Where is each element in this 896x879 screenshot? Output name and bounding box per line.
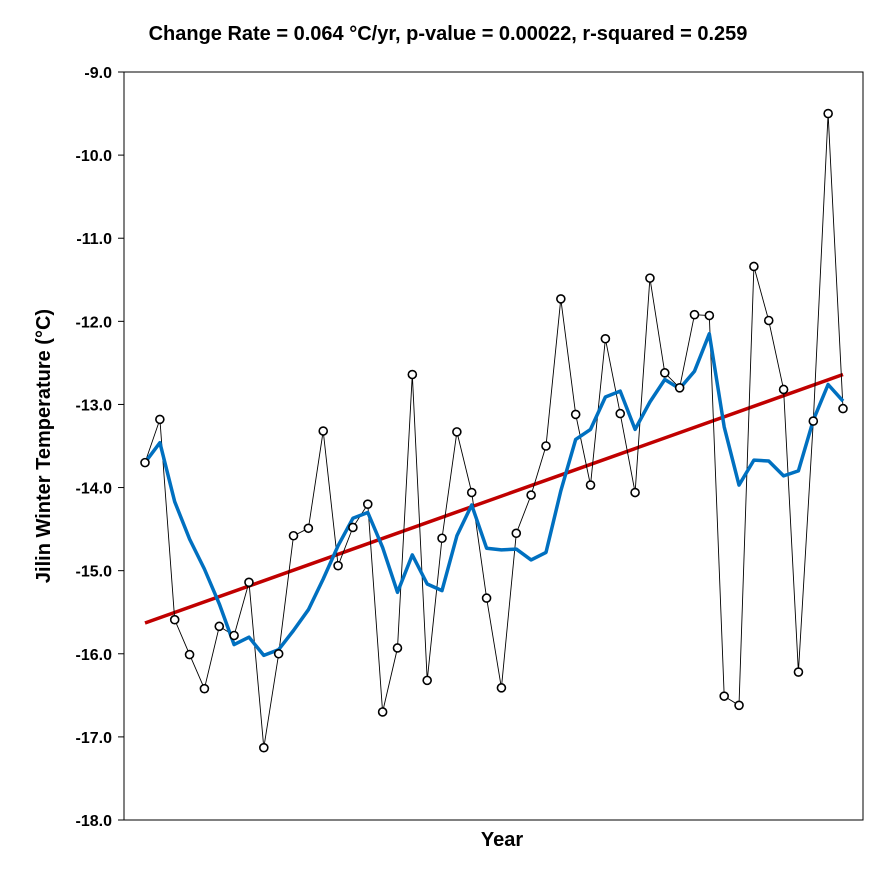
observed-point bbox=[169, 614, 180, 625]
observed-series-layer bbox=[144, 113, 844, 748]
y-tick-label: -12.0 bbox=[76, 314, 113, 331]
y-tick-label: -13.0 bbox=[76, 397, 113, 414]
observed-point bbox=[659, 368, 670, 378]
observed-point bbox=[140, 457, 150, 468]
observed-point bbox=[422, 675, 432, 686]
observed-point bbox=[600, 333, 611, 344]
observed-point bbox=[793, 667, 804, 677]
trend-line-layer bbox=[144, 372, 844, 625]
plot-area bbox=[123, 71, 864, 821]
observed-point bbox=[377, 707, 388, 717]
observed-point bbox=[452, 427, 462, 437]
observed-point bbox=[689, 309, 700, 320]
observed-point bbox=[511, 528, 522, 539]
observed-point bbox=[645, 273, 655, 283]
y-tick-label: -10.0 bbox=[76, 148, 113, 165]
observed-point bbox=[259, 742, 269, 753]
observed-point bbox=[348, 522, 358, 533]
y-tick-label: -17.0 bbox=[76, 730, 113, 747]
chart-title: Change Rate = 0.064 °C/yr, p-value = 0.0… bbox=[149, 23, 748, 45]
trend-line bbox=[144, 372, 844, 625]
y-tick-label: -11.0 bbox=[76, 231, 112, 248]
y-tick-label: -9.0 bbox=[84, 65, 112, 82]
observed-point bbox=[318, 426, 329, 436]
observed-markers-layer bbox=[140, 108, 848, 753]
observed-point bbox=[437, 533, 447, 544]
observed-line bbox=[144, 113, 844, 748]
observed-point bbox=[526, 490, 536, 500]
observed-point bbox=[303, 523, 314, 534]
x-axis-label: Year bbox=[481, 829, 523, 851]
observed-point bbox=[273, 648, 284, 659]
observed-point bbox=[214, 621, 225, 632]
y-axis: -9.0 -10.0 -11.0 -12.0 -13.0 -14.0 -15.0 -16.0 -… bbox=[76, 65, 124, 830]
observed-point bbox=[333, 560, 343, 571]
observed-point bbox=[496, 683, 507, 693]
observed-point bbox=[288, 530, 299, 541]
observed-point bbox=[585, 480, 596, 490]
observed-point bbox=[615, 408, 626, 419]
observed-point bbox=[630, 487, 640, 498]
observed-point bbox=[466, 487, 477, 498]
observed-point bbox=[244, 577, 254, 588]
y-tick-label: -14.0 bbox=[76, 481, 113, 498]
observed-point bbox=[407, 369, 418, 380]
observed-point bbox=[556, 294, 566, 304]
observed-point bbox=[541, 441, 551, 451]
observed-point bbox=[199, 683, 210, 694]
observed-point bbox=[749, 261, 759, 272]
observed-point bbox=[763, 315, 774, 326]
y-axis-label: Jilin Winter Temperature (°C) bbox=[33, 309, 55, 583]
observed-point bbox=[838, 403, 848, 414]
y-tick-label: -18.0 bbox=[76, 813, 113, 830]
observed-point bbox=[734, 700, 744, 711]
observed-point bbox=[362, 499, 373, 509]
observed-point bbox=[392, 643, 403, 653]
observed-point bbox=[808, 416, 819, 426]
observed-point bbox=[155, 414, 165, 425]
observed-point bbox=[229, 630, 239, 641]
observed-point bbox=[184, 649, 195, 660]
y-tick-label: -15.0 bbox=[76, 564, 113, 581]
observed-point bbox=[481, 593, 492, 603]
observed-point bbox=[704, 310, 715, 321]
observed-point bbox=[674, 383, 685, 393]
observed-point bbox=[778, 384, 789, 395]
y-tick-label: -16.0 bbox=[76, 647, 113, 664]
smoothed-series-layer bbox=[143, 332, 845, 658]
observed-point bbox=[570, 409, 581, 420]
observed-point bbox=[823, 108, 833, 119]
smoothed-line bbox=[143, 332, 845, 658]
observed-point bbox=[719, 691, 729, 701]
